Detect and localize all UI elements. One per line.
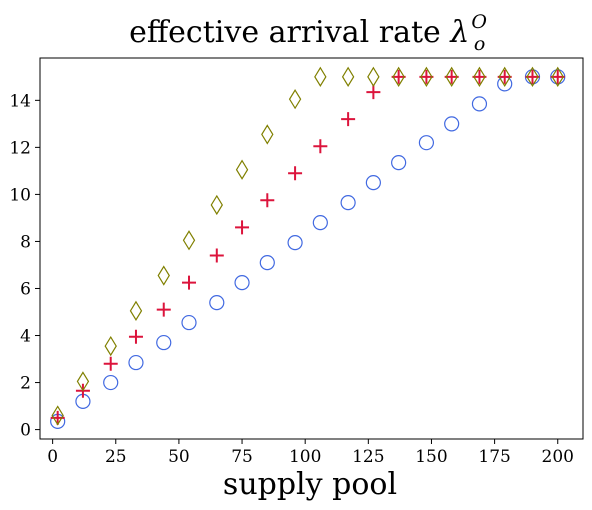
y-tick-label: 14: [9, 91, 31, 111]
plus-point: [288, 166, 303, 181]
plus-point: [103, 356, 118, 371]
plus-point: [50, 410, 65, 425]
circle-point: [156, 334, 172, 351]
diamond-point: [420, 66, 433, 87]
circle-point: [259, 255, 275, 271]
plus-point: [313, 139, 328, 154]
circle-point: [365, 175, 381, 191]
diamond-point: [104, 335, 117, 357]
plus-point: [156, 302, 171, 317]
x-axis-label: supply pool: [223, 467, 397, 502]
diamond-point: [157, 265, 170, 286]
chart-title-text: effective arrival rate: [129, 15, 450, 50]
x-tick-label: 0: [47, 447, 58, 467]
x-tick-label: 200: [542, 447, 574, 467]
y-tick-label: 4: [20, 327, 31, 347]
x-tick-label: 175: [478, 447, 510, 467]
diamond-point: [526, 66, 539, 87]
circle-point: [312, 215, 328, 231]
plot-area: [50, 66, 566, 429]
diamond-point: [392, 66, 405, 87]
circle-point: [444, 116, 460, 132]
y-tick-label: 12: [9, 138, 31, 158]
series-1-circle: [50, 69, 566, 429]
plus-point: [497, 69, 512, 84]
diamond-point: [551, 66, 564, 87]
chart-title-symbol: λ: [449, 15, 469, 50]
plus-point: [260, 193, 275, 208]
x-tick-label: 75: [231, 447, 253, 467]
diamond-point: [473, 66, 486, 87]
plus-point: [341, 112, 356, 127]
plus-point: [444, 69, 459, 84]
diamond-point: [129, 300, 143, 321]
plus-point: [472, 69, 487, 84]
circle-point: [209, 294, 225, 311]
circle-point: [287, 235, 303, 251]
diamond-point: [367, 66, 380, 87]
diamond-point: [235, 159, 249, 180]
circle-point: [181, 314, 197, 331]
plus-point: [550, 69, 565, 84]
x-tick-label: 125: [352, 447, 384, 467]
x-tick-label: 50: [168, 447, 190, 467]
diamond-point: [210, 194, 223, 216]
plus-point: [235, 220, 250, 235]
y-tick-label: 8: [20, 232, 31, 252]
circle-point: [128, 354, 144, 371]
diamond-point: [445, 66, 458, 87]
circle-point: [391, 155, 407, 171]
diamond-point: [314, 66, 327, 87]
diamond-point: [261, 124, 274, 145]
axis-ticks: 0 25 50 75 100 125 150 175 200 0 2 4 6 8 10 12 14: [9, 91, 574, 467]
diamond-point: [498, 66, 511, 87]
x-tick-label: 100: [289, 447, 321, 467]
plus-point: [182, 275, 197, 290]
y-tick-label: 6: [20, 279, 31, 299]
plus-point: [419, 69, 434, 84]
series-3-thin_diamond: [51, 66, 564, 426]
x-tick-label: 150: [415, 447, 447, 467]
plus-point: [525, 69, 540, 84]
plus-point: [391, 69, 406, 84]
chart-title-subscript: o: [474, 33, 485, 55]
diamond-point: [51, 405, 64, 426]
y-tick-label: 0: [20, 421, 31, 441]
x-tick-label: 25: [105, 447, 127, 467]
circle-point: [103, 374, 119, 391]
plus-point: [366, 85, 381, 100]
diamond-point: [288, 89, 302, 110]
circle-point: [234, 275, 250, 291]
plus-point: [209, 248, 224, 263]
chart-title-superscript: O: [471, 11, 487, 33]
axes-frame: [39, 57, 584, 440]
diamond-point: [341, 66, 355, 87]
y-tick-label: 10: [9, 185, 31, 205]
diamond-point: [182, 230, 196, 251]
y-tick-label: 2: [20, 374, 31, 394]
circle-point: [418, 135, 435, 151]
circle-point: [471, 96, 488, 112]
plus-point: [128, 329, 143, 344]
diamond-point: [76, 371, 90, 392]
series-2-plus: [50, 69, 565, 425]
circle-point: [340, 195, 356, 211]
